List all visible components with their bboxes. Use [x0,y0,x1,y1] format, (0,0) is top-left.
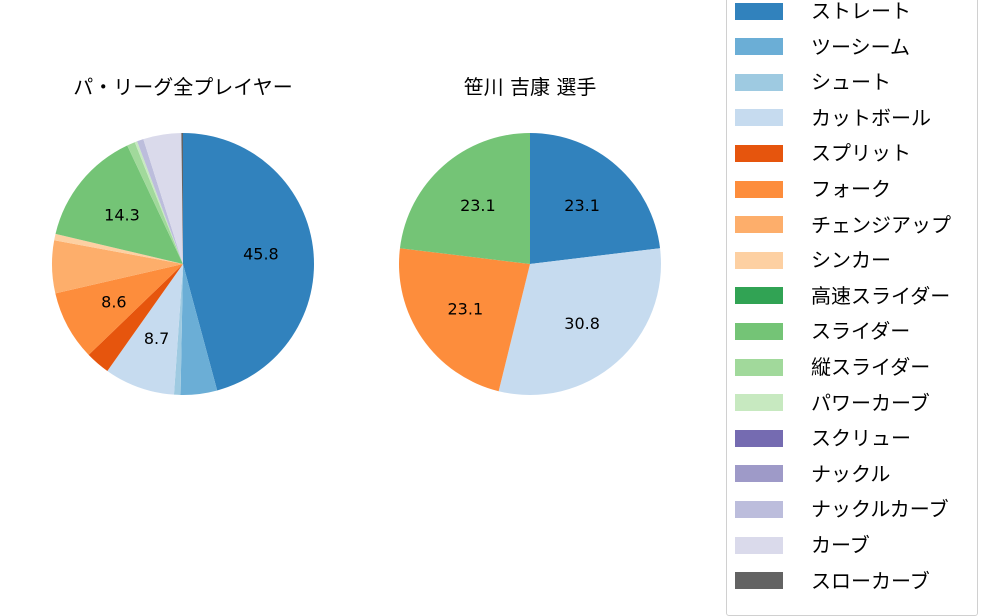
legend-item: シュート [735,70,891,94]
pie-slice [88,264,183,371]
legend-label: スローカーブ [811,568,930,593]
pie-slice [530,133,661,264]
legend-label: ストレート [811,0,911,23]
legend-label: 縦スライダー [811,355,931,379]
legend-swatch [735,38,783,56]
legend-item: ツーシーム [735,35,910,59]
pie-slice [180,264,218,395]
slice-value-label: 23.1 [460,196,496,215]
pie-slice [52,240,184,294]
legend-swatch [735,73,783,91]
legend-swatch [735,536,783,554]
legend-swatch [735,429,783,447]
right-chart-title: 笹川 吉康 選手 [463,75,597,99]
pie-slice [183,133,314,391]
pie-slice [134,141,183,264]
slice-value-label: 45.8 [243,245,279,264]
pie-slice [399,133,530,264]
slice-value-label: 14.3 [104,205,140,224]
legend-label: カーブ [811,533,870,557]
right-pie-chart: 23.1 30.8 23.1 23.1 [399,133,661,396]
legend-item: カーブ [735,533,870,557]
pie-slice [54,233,184,264]
pie-slice [181,133,183,264]
legend-item: ナックルカーブ [735,497,949,521]
legend-item: スプリット [735,141,911,165]
legend-swatch [735,322,783,340]
legend-item: 高速スライダー [735,284,950,308]
legend-item: スクリュー [735,426,911,450]
pie-slice [399,248,530,392]
pie-charts: 45.8 8.7 8.6 14.3 23.1 30.8 23.1 23.1 [52,133,661,396]
legend-label: カットボール [811,105,931,130]
legend-label: スクリュー [811,426,911,451]
legend-item: 縦スライダー [735,355,930,379]
legend-swatch [735,287,783,305]
legend-swatch [735,500,783,518]
legend-label: パワーカーブ [811,390,930,415]
legend-item: カットボール [735,106,931,130]
legend-swatch [735,216,783,234]
legend-swatch [735,572,783,590]
legend-item: チェンジアップ [735,213,951,237]
legend-item: スローカーブ [735,569,930,593]
left-chart-title: パ・リーグ全プレイヤー [73,75,293,99]
legend-label: フォーク [811,177,891,201]
legend-label: ツーシーム [811,34,910,59]
legend-item: ストレート [735,0,911,23]
legend-swatch [735,144,783,162]
legend-label: シンカー [811,248,891,273]
legend-swatch [735,180,783,198]
legend: ストレートツーシームシュートカットボール スプリットフォークチェンジアップ シンカー… [726,0,978,616]
slice-value-label: 23.1 [564,196,600,215]
pie-slice [127,142,183,264]
legend-swatch [735,109,783,127]
slice-value-label: 30.8 [564,314,600,333]
legend-swatch [735,2,783,20]
legend-label: シュート [811,70,891,95]
slice-value-label: 8.6 [101,292,126,311]
left-pie-chart: 45.8 8.7 8.6 14.3 [52,133,314,395]
legend-label: ナックルカーブ [811,497,949,522]
legend-item: パワーカーブ [735,391,930,415]
slice-value-label: 8.7 [144,329,169,348]
legend-item: スライダー [735,319,910,343]
legend-label: 高速スライダー [811,283,951,308]
legend-item: シンカー [735,248,891,272]
pie-slice [143,133,183,264]
pie-slice [173,264,183,395]
legend-item: フォーク [735,177,891,201]
legend-label: スライダー [811,319,911,344]
legend-item: ナックル [735,462,890,486]
pie-slice [55,145,183,264]
legend-label: スプリット [811,141,911,166]
legend-label: ナックル [811,461,891,486]
legend-label: チェンジアップ [811,212,951,237]
slice-value-label: 23.1 [448,300,484,319]
pie-slice [107,264,183,395]
pie-slice [137,139,183,264]
pie-slice [498,248,661,396]
legend-swatch [735,358,783,376]
legend-swatch [735,394,783,412]
legend-swatch [735,251,783,269]
pie-slice [55,264,184,355]
legend-swatch [735,465,783,483]
